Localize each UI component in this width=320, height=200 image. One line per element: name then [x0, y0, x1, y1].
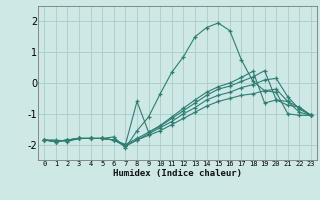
X-axis label: Humidex (Indice chaleur): Humidex (Indice chaleur) [113, 169, 242, 178]
